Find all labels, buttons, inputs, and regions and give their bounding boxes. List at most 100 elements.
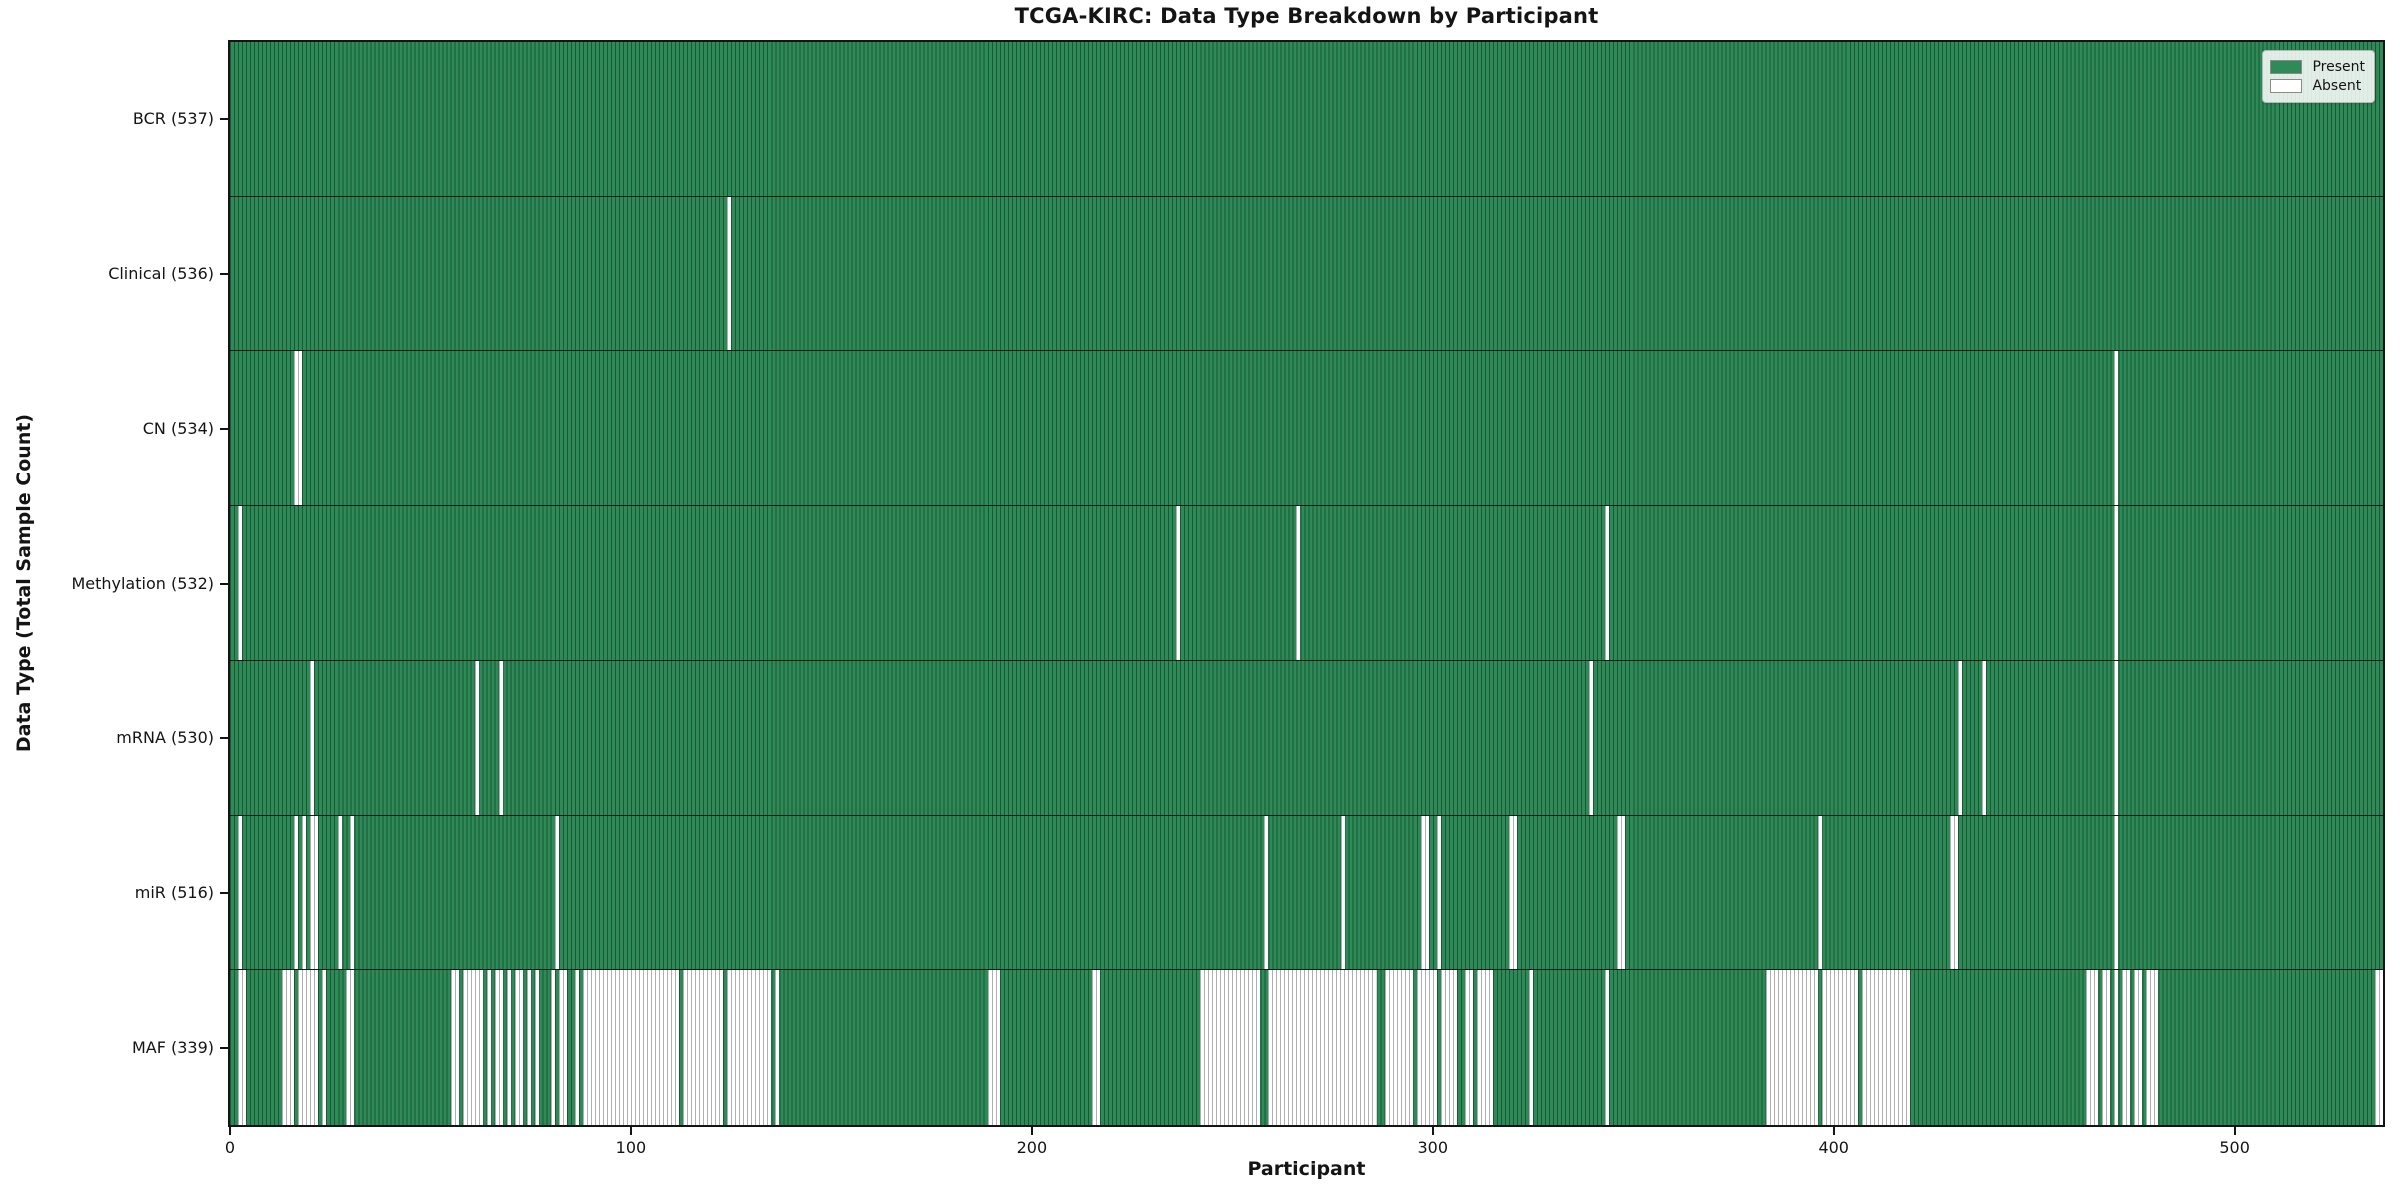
absent-stripe (1296, 506, 1301, 660)
y-tick-mark (220, 737, 228, 740)
absent-stripe (1958, 660, 1962, 815)
row-mrna (230, 660, 2383, 816)
absent-stripe (506, 970, 511, 1125)
absent-stripe (494, 970, 503, 1125)
x-tick-mark (629, 1127, 632, 1135)
absent-stripe (450, 970, 459, 1125)
absent-stripe (350, 815, 355, 970)
absent-stripe (294, 351, 303, 506)
x-tick-label: 500 (2219, 1138, 2250, 1157)
absent-stripe (1861, 970, 1910, 1125)
absent-stripe (727, 196, 732, 351)
absent-stripe (2374, 970, 2383, 1125)
absent-stripe (2114, 970, 2119, 1125)
absent-stripe (486, 970, 491, 1125)
absent-stripe (1340, 815, 1345, 970)
absent-stripe (1476, 970, 1493, 1125)
absent-stripe (302, 815, 307, 970)
y-tick-label: mRNA (530) (116, 728, 214, 748)
absent-stripe (1617, 815, 1626, 970)
chart-title: TCGA-KIRC: Data Type Breakdown by Partic… (1014, 4, 1599, 28)
absent-stripe (2102, 970, 2111, 1125)
absent-stripe (1605, 506, 1610, 660)
x-tick-label: 100 (615, 1138, 647, 1157)
absent-stripe (2086, 970, 2099, 1125)
absent-stripe (1416, 970, 1437, 1125)
absent-stripe (338, 815, 343, 970)
absent-stripe (1464, 970, 1473, 1125)
absent-stripe (1765, 970, 1818, 1125)
x-tick-mark (2233, 1127, 2236, 1135)
absent-stripe (2114, 506, 2119, 660)
x-axis-label: Participant (1247, 1158, 1366, 1180)
row-mir (230, 815, 2383, 971)
legend-item: Present (2270, 59, 2365, 75)
absent-stripe (1092, 970, 1101, 1125)
absent-stripe (1384, 970, 1413, 1125)
absent-stripe (298, 970, 319, 1125)
x-tick-mark (1431, 1127, 1434, 1135)
absent-stripe (1508, 815, 1517, 970)
absent-stripe (554, 815, 559, 970)
absent-stripe (1420, 815, 1429, 970)
absent-stripe (1176, 506, 1181, 660)
y-tick-label: MAF (339) (131, 1037, 214, 1057)
y-tick-label: miR (516) (134, 882, 214, 902)
y-tick-label: BCR (537) (132, 109, 214, 129)
absent-stripe (775, 970, 780, 1125)
x-tick-label: 400 (1818, 1138, 1849, 1157)
y-tick-label: Clinical (536) (108, 264, 214, 284)
absent-stripe (498, 660, 503, 815)
y-tick-label: CN (534) (142, 418, 214, 438)
absent-stripe (574, 970, 579, 1125)
absent-stripe (727, 970, 772, 1125)
y-tick-mark (220, 118, 228, 121)
absent-stripe (1436, 815, 1441, 970)
absent-stripe (1589, 660, 1594, 815)
absent-stripe (294, 815, 299, 970)
absent-stripe (1529, 970, 1534, 1125)
absent-stripe (1200, 970, 1261, 1125)
absent-stripe (514, 970, 523, 1125)
absent-stripe (282, 970, 295, 1125)
absent-stripe (2114, 660, 2119, 815)
plot-area: Present Absent (230, 42, 2383, 1125)
absent-stripe (238, 970, 247, 1125)
absent-stripe (2114, 351, 2119, 506)
y-tick-mark (220, 273, 228, 276)
y-tick-mark (220, 427, 228, 430)
row-cn (230, 351, 2383, 507)
row-methylation (230, 506, 2383, 661)
absent-stripe (1440, 970, 1457, 1125)
absent-stripe (2114, 815, 2119, 970)
legend-label: Absent (2312, 78, 2362, 94)
absent-stripe (1605, 970, 1610, 1125)
legend-label: Present (2312, 59, 2365, 75)
absent-stripe (2134, 970, 2143, 1125)
absent-stripe (534, 970, 539, 1125)
legend: Present Absent (2262, 50, 2375, 103)
absent-stripe (310, 815, 319, 970)
absent-stripe (1982, 660, 1987, 815)
absent-stripe (526, 970, 531, 1125)
absent-stripe (474, 660, 479, 815)
row-bcr (230, 42, 2383, 197)
legend-swatch-absent (2270, 79, 2303, 93)
absent-stripe (1268, 970, 1377, 1125)
absent-stripe (683, 970, 724, 1125)
absent-stripe (2122, 970, 2131, 1125)
absent-stripe (1949, 815, 1958, 970)
absent-stripe (462, 970, 483, 1125)
row-clinical (230, 196, 2383, 352)
x-tick-mark (1832, 1127, 1835, 1135)
x-tick-label: 300 (1417, 1138, 1449, 1157)
absent-stripe (322, 970, 327, 1125)
absent-stripe (987, 970, 1000, 1125)
y-tick-mark (220, 891, 228, 894)
absent-stripe (2146, 970, 2159, 1125)
absent-stripe (346, 970, 355, 1125)
x-tick-mark (1030, 1127, 1033, 1135)
x-tick-mark (229, 1127, 231, 1135)
absent-stripe (550, 970, 555, 1125)
